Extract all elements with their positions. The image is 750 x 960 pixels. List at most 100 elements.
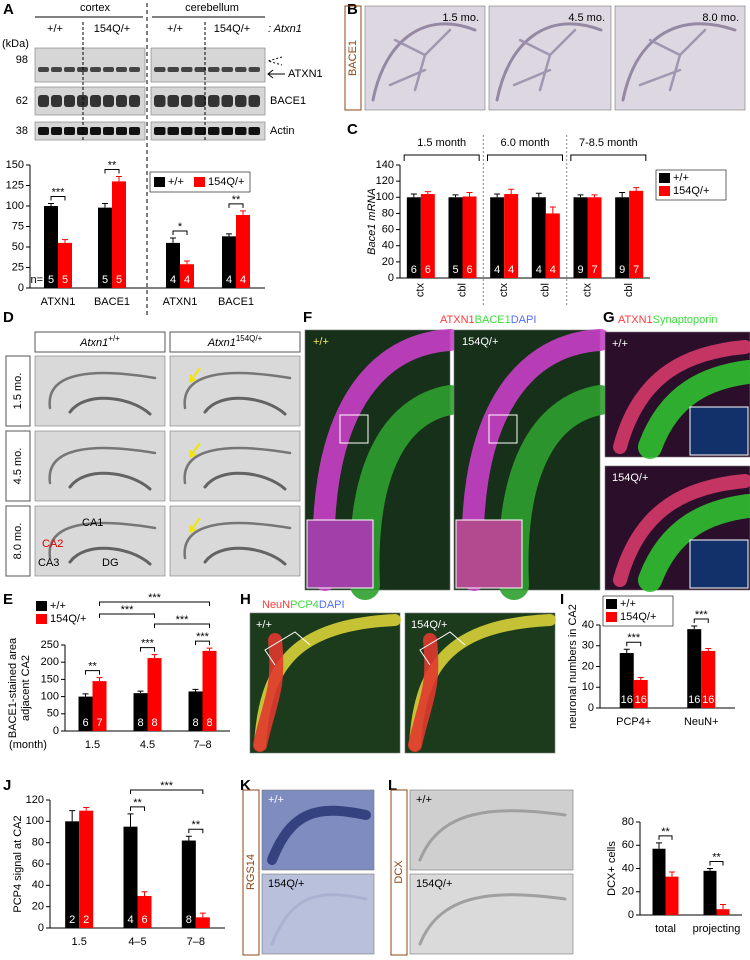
x-tick-label: ctx [581,283,593,298]
region-label: CA1 [82,517,103,529]
y-tick-label: 0 [38,922,44,934]
significance-label: ** [108,159,117,171]
error-bar [508,188,515,195]
age-label: 1.5 mo. [442,12,479,24]
roi-box [488,414,518,444]
significance-bracket [228,203,244,208]
bar [202,650,217,731]
significance-label: *** [141,638,155,650]
stain-name: Synaptoporin [653,314,718,326]
blot-band [181,67,193,72]
y-tick-label: 50 [12,241,24,253]
tissue-shape [408,633,439,752]
tissue-shape [68,396,152,416]
y-axis-label: adjacent CA2 [20,655,32,721]
inset [306,519,374,589]
error-bar [705,647,712,651]
tissue-shape [48,446,157,485]
genotype-label: 154Q/+ [214,23,250,35]
significance-label: ** [88,661,97,673]
bar [665,876,679,915]
micrograph [34,430,166,502]
significance-label: *** [196,631,210,643]
n-label: 4 [508,264,514,276]
y-axis-label: PCP4 signal at CA2 [12,815,24,912]
legend-swatch [606,612,617,622]
n-label: 5 [102,274,108,286]
stain-name: DAPI [511,314,537,326]
n-label: 5 [116,274,122,286]
y-tick-label: 20 [622,886,634,898]
blot-band [154,127,166,135]
roi-box [339,414,369,444]
tissue-shape [613,340,750,454]
significance-label: *** [627,632,641,644]
error-bar [707,868,713,871]
genotype-label: +/+ [313,336,329,348]
micrograph [34,505,166,577]
marker-label: 62 [16,95,28,107]
significance-bracket [104,168,120,174]
stain-name: PCP4 [290,599,319,611]
error-bar [240,210,246,216]
bar [65,821,80,928]
bar [615,197,630,278]
legend-swatch [154,177,165,187]
error-bar [577,194,584,198]
x-tick-label: cbl [540,283,552,297]
error-bar [452,194,459,198]
stain-label: RGS14 [245,854,257,890]
panel-letter: K [240,777,251,794]
blot-band [64,127,75,135]
significance-bracket [188,828,204,834]
blot-band [116,127,127,135]
blot-band [129,67,140,72]
tissue-shape [638,360,750,459]
panel-letter: D [3,309,14,326]
tissue-shape [371,22,477,102]
blot-band [38,67,49,72]
n-label: 16 [621,694,633,706]
genotype-label: 154Q/+ [268,878,304,890]
stain-name: ATXN1 [618,314,653,326]
column-header-box [169,331,301,353]
blot-band [51,127,62,135]
genotype-label: +/+ [612,338,628,350]
n-label: 8 [186,914,192,926]
blot-band [64,67,75,72]
panel-letter: I [560,591,564,608]
error-bar [424,191,431,195]
legend-label: 154Q/+ [50,613,86,625]
bar [92,681,107,731]
x-tick-label: 4.5 [140,739,155,751]
error-bar [96,677,103,682]
blot-band [235,95,247,107]
stain-box [344,5,362,111]
significance-bracket [130,789,204,794]
bar [147,658,162,731]
legend-swatch [659,173,670,183]
y-tick-label: 20 [582,660,594,672]
genotype-label: 154Q/+ [411,619,447,631]
genotype-superscript: 154Q/+ [236,334,263,343]
arrow [189,367,201,383]
n-label: 4 [127,914,133,926]
bar [652,848,666,915]
error-bar [226,233,232,237]
n-label: 9 [577,264,583,276]
y-tick-label: 80 [32,837,44,849]
genotype-label: 154Q/+ [416,878,452,890]
micrograph [34,355,166,427]
error-bar [127,813,134,827]
error-bar [116,175,122,182]
y-tick-label: 80 [622,816,634,828]
blot-band [167,67,179,72]
x-tick-label: ctx [415,283,427,298]
panel-letter: E [3,591,13,608]
bracket [419,631,466,666]
error-bar [466,191,473,197]
y-tick-label: 150 [41,673,59,685]
significance-label: * [178,221,183,233]
n-label: 4 [240,274,246,286]
blot-band [181,127,193,135]
